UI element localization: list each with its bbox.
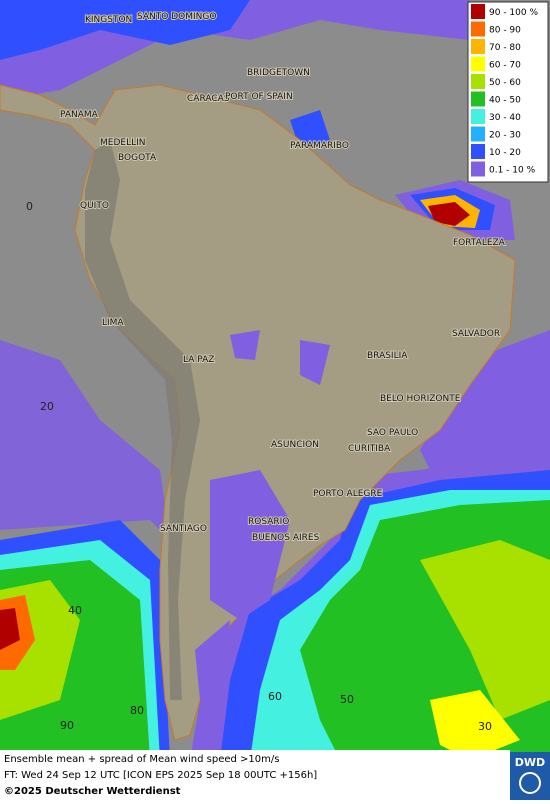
logo: DWD [515, 756, 545, 769]
legend-label: 40 - 50 [489, 96, 521, 106]
legend-swatch [471, 21, 485, 37]
grid-label: 60 [268, 690, 282, 703]
city-label: BUENOS AIRES [252, 533, 320, 543]
city-label: MEDELLIN [100, 138, 145, 148]
land-overlay [195, 330, 330, 700]
footer-box [0, 750, 510, 800]
city-label: ROSARIO [248, 517, 289, 527]
grid-label: 50 [340, 693, 354, 706]
city-label: ASUNCION [271, 440, 319, 450]
grid-label: 30 [478, 720, 492, 733]
city-label: FORTALEZA [453, 238, 506, 248]
legend-label: 30 - 40 [489, 113, 521, 123]
grid-labels: 0 20 40 90 80 60 50 30 [26, 200, 492, 733]
legend-swatch [471, 144, 485, 159]
legend-label: 90 - 100 % [489, 8, 538, 18]
legend-swatch [471, 109, 485, 124]
grid-label: 90 [60, 719, 74, 732]
city-label: PORT OF SPAIN [225, 92, 293, 102]
legend-label: 70 - 80 [489, 43, 521, 53]
city-label: LIMA [102, 318, 124, 328]
city-label: BOGOTA [118, 153, 157, 163]
grid-label: 80 [130, 704, 144, 717]
forecast-time: FT: Wed 24 Sep 12 UTC [ICON EPS 2025 Sep… [4, 770, 317, 781]
map-title: Ensemble mean + spread of Mean wind spee… [4, 754, 279, 765]
city-label: PORTO ALEGRE [313, 489, 383, 499]
legend-label: 0.1 - 10 % [489, 166, 536, 176]
grid-label: 0 [26, 200, 33, 213]
city-label: QUITO [80, 201, 109, 211]
city-label: SANTIAGO [160, 524, 207, 534]
legend-swatch [471, 74, 485, 89]
city-labels: KINGSTON SANTO DOMINGOBRIDGETOWNCARACASPO… [59, 11, 507, 544]
legend-swatch [471, 91, 485, 107]
city-label: PANAMA [60, 110, 99, 120]
legend-label: 80 - 90 [489, 26, 521, 36]
legend: 90 - 100 % 80 - 90 70 - 80 60 - 70 50 - 60 40… [467, 1, 549, 183]
city-label: BRIDGETOWN [247, 68, 310, 78]
logo-icon [519, 772, 541, 794]
city-label: PARAMARIBO [290, 141, 349, 151]
land [0, 84, 516, 741]
city-label: BRASILIA [367, 351, 408, 361]
andes [85, 140, 200, 700]
city-label: SANTO DOMINGO [137, 12, 216, 22]
city-label: CARACAS [187, 94, 230, 104]
legend-swatch [471, 4, 485, 19]
grid-label: 40 [68, 604, 82, 617]
legend-label: 20 - 30 [489, 131, 521, 141]
city-label: KINGSTON [85, 15, 132, 25]
city-label: CURITIBA [348, 444, 391, 454]
wind-overlay [0, 0, 550, 760]
legend-label: 50 - 60 [489, 78, 521, 88]
legend-label: 10 - 20 [489, 148, 521, 158]
legend-swatch [471, 126, 485, 142]
legend-swatch [471, 161, 485, 177]
legend-label: 60 - 70 [489, 61, 521, 71]
city-label: LA PAZ [183, 355, 214, 365]
copyright: ©2025 Deutscher Wetterdienst [4, 786, 181, 797]
city-label: SAO PAULO [367, 428, 418, 438]
legend-swatch [471, 56, 485, 72]
grid-label: 20 [40, 400, 54, 413]
legend-swatch [471, 39, 485, 54]
city-label: SALVADOR [452, 329, 500, 339]
city-label: BELO HORIZONTE [380, 394, 461, 404]
